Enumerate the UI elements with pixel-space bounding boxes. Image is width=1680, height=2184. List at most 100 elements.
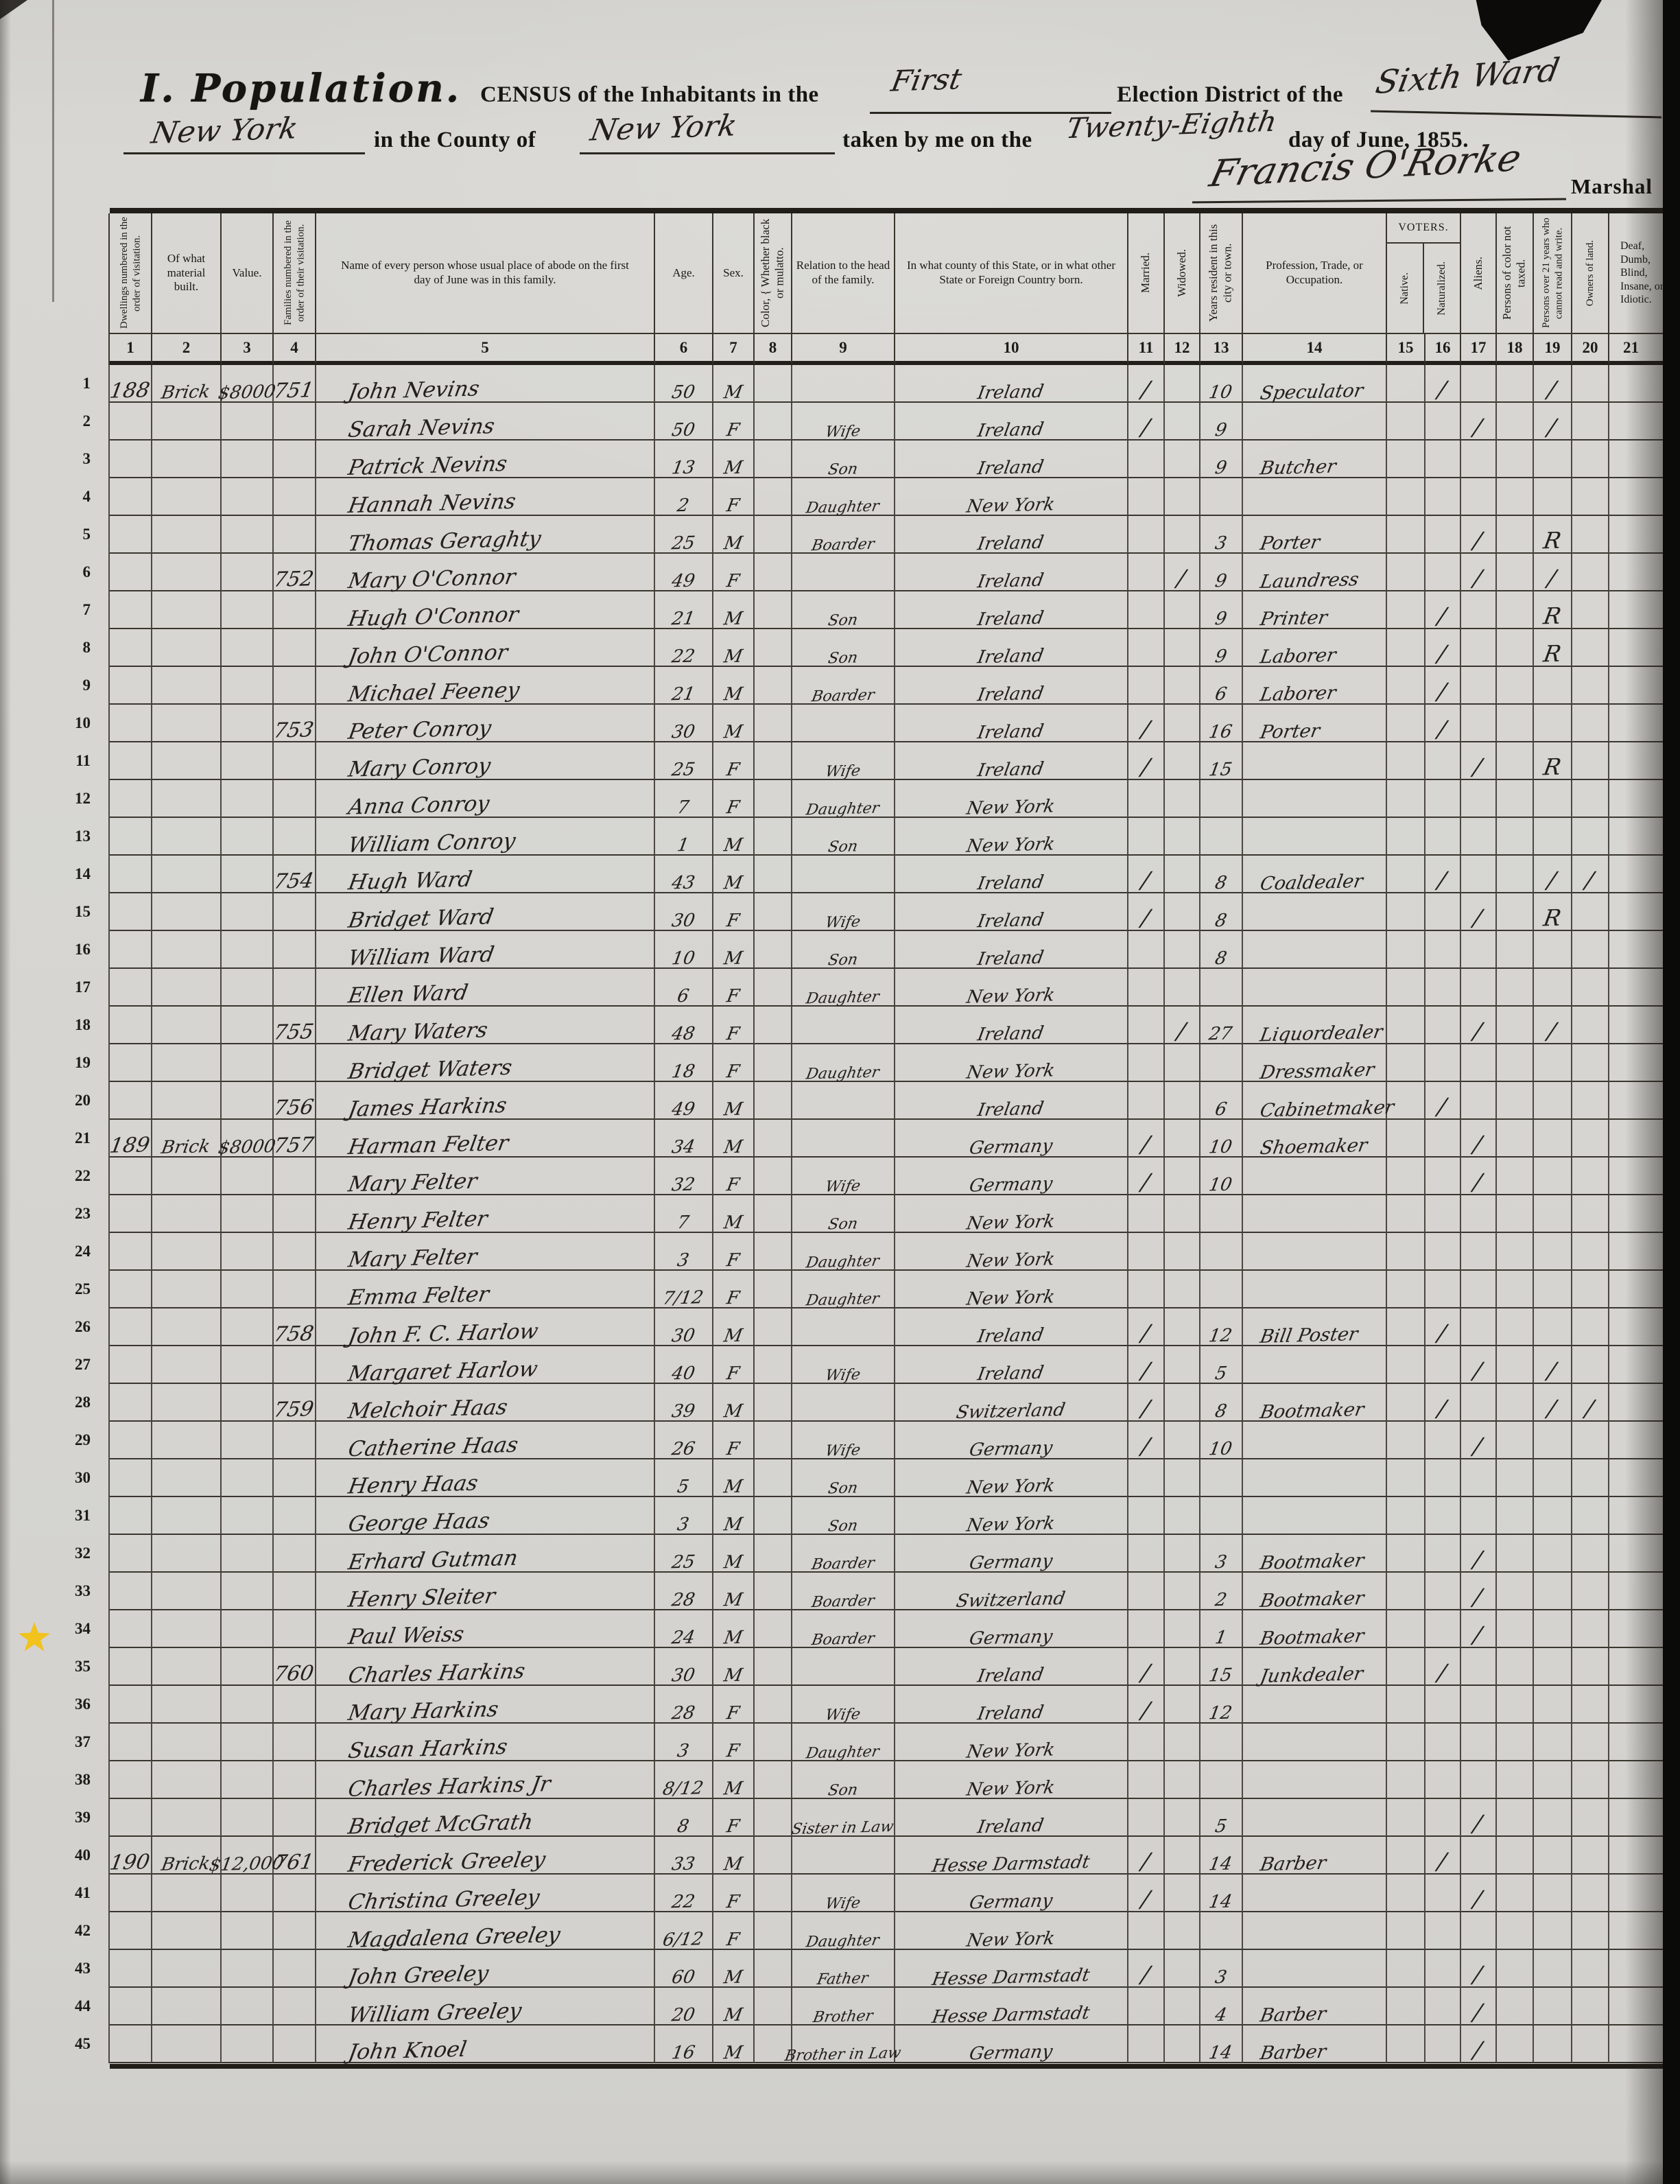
- handwritten-entry: Mary Harkins: [346, 1697, 501, 1726]
- cell-occupation: [1243, 1233, 1387, 1271]
- handwritten-entry: ∕: [1471, 1168, 1484, 1196]
- cell-married: [1128, 629, 1165, 667]
- handwritten-entry: 33: [670, 1853, 697, 1875]
- cell-material: [152, 667, 222, 705]
- line-number: 12: [58, 780, 110, 818]
- cell-relation: Daughter: [792, 1912, 895, 1951]
- cell-widowed: [1165, 667, 1200, 705]
- cell-owners-of-land: [1572, 931, 1609, 969]
- line-number: 36: [58, 1686, 110, 1724]
- cell-voters-native: [1387, 969, 1425, 1007]
- cell-aliens: ∕: [1461, 1799, 1497, 1837]
- cell-cannot-read-write: [1534, 1535, 1572, 1573]
- handwritten-entry: 12: [1207, 1325, 1234, 1347]
- handwritten-entry: 3: [676, 1249, 691, 1271]
- handwritten-entry: 6: [1213, 683, 1229, 705]
- cell-birthplace: Germany: [895, 2026, 1128, 2065]
- handwritten-entry: ∕: [1471, 2036, 1484, 2064]
- cell-family: [274, 931, 316, 969]
- handwritten-entry: ∕: [1546, 413, 1559, 441]
- cell-widowed: [1165, 1837, 1200, 1875]
- cell-voters-native: [1387, 1724, 1425, 1761]
- date-label: day of June, 1855.: [1288, 128, 1469, 152]
- column-number: 18: [1497, 334, 1534, 365]
- handwritten-entry: F: [724, 1249, 742, 1271]
- handwritten-entry: 755: [272, 1020, 316, 1045]
- cell-persons-of-color: [1497, 365, 1534, 403]
- handwritten-entry: 50: [670, 419, 697, 441]
- handwritten-entry: Bridget McGrath: [346, 1809, 535, 1840]
- cell-years-resident: 2: [1200, 1573, 1243, 1610]
- cell-years-resident: [1200, 780, 1243, 818]
- handwritten-entry: F: [724, 910, 742, 932]
- marshal-title: Marshal: [1571, 174, 1653, 198]
- cell-family: [274, 591, 316, 629]
- cell-material: [152, 1761, 222, 1799]
- column-header-5: Name of every person whose usual place o…: [316, 213, 655, 334]
- cell-married: ∕: [1128, 1346, 1165, 1384]
- column-number-margin: [58, 334, 110, 365]
- cell-age: 8: [655, 1799, 713, 1837]
- column-header-label: Persons over 21 years who cannot read an…: [1540, 218, 1564, 329]
- cell-voters-naturalized: [1425, 1799, 1461, 1837]
- column-header-18: Persons of color not taxed.: [1497, 213, 1534, 334]
- cell-age: 28: [655, 1573, 713, 1610]
- cell-birthplace: New York: [895, 1271, 1128, 1310]
- cell-dwelling: [110, 1271, 152, 1308]
- cell-voters-native: [1387, 1950, 1425, 1988]
- cell-family: [274, 667, 316, 705]
- column-number: 14: [1243, 334, 1387, 365]
- cell-married: ∕: [1128, 1422, 1165, 1459]
- cell-persons-of-color: [1497, 1573, 1534, 1610]
- handwritten-entry: ∕: [1139, 1960, 1152, 1988]
- handwritten-entry: 8: [676, 1816, 691, 1837]
- cell-sex: F: [713, 1912, 755, 1950]
- line-number: 28: [58, 1384, 110, 1422]
- page-edge-shadow: [1625, 0, 1663, 2184]
- cell-voters-native: [1387, 742, 1425, 780]
- cell-owners-of-land: [1572, 1422, 1609, 1459]
- cell-value: [222, 856, 274, 893]
- column-number: 8: [755, 334, 792, 365]
- cell-birthplace: Germany: [895, 1422, 1128, 1461]
- cell-relation: Son: [792, 629, 895, 668]
- column-header-label: Naturalized.: [1436, 261, 1448, 316]
- cell-sex: M: [713, 1384, 755, 1422]
- cell-value: $8000: [216, 365, 277, 403]
- cell-married: [1128, 1082, 1165, 1120]
- cell-birthplace: Hesse Darmstadt: [895, 1837, 1128, 1877]
- cell-relation: [792, 1648, 895, 1686]
- cell-relation: Father: [792, 1950, 895, 1988]
- cell-years-resident: 3: [1200, 1535, 1243, 1573]
- cell-voters-naturalized: [1425, 403, 1461, 441]
- cell-voters-naturalized: [1425, 1912, 1461, 1950]
- cell-married: [1128, 1497, 1165, 1535]
- cell-persons-of-color: [1497, 1799, 1534, 1837]
- handwritten-entry: 3: [1213, 532, 1229, 554]
- cell-birthplace: Ireland: [895, 554, 1128, 592]
- handwritten-entry: New York: [965, 985, 1057, 1008]
- cell-persons-of-color: [1497, 742, 1534, 780]
- cell-cannot-read-write: ∕: [1534, 856, 1572, 893]
- handwritten-entry: R: [1541, 639, 1563, 668]
- cell-years-resident: 1: [1200, 1610, 1243, 1648]
- handwritten-entry: New York: [965, 1475, 1057, 1499]
- cell-aliens: [1461, 1724, 1497, 1761]
- cell-widowed: [1165, 1346, 1200, 1384]
- cell-birthplace: New York: [895, 969, 1128, 1008]
- handwritten-entry: M: [722, 2042, 744, 2064]
- cell-sex: F: [713, 1686, 755, 1724]
- cell-family: [274, 1535, 316, 1573]
- cell-name: Mary Waters: [316, 1007, 655, 1046]
- column-header-label: Relation to the head of the family.: [796, 259, 890, 286]
- handwritten-entry: Peter Conroy: [346, 716, 493, 744]
- cell-relation: Son: [792, 1459, 895, 1498]
- cell-material: [152, 591, 222, 629]
- cell-dwelling: [110, 1912, 152, 1950]
- cell-occupation: [1243, 1912, 1387, 1950]
- handwritten-entry: Michael Feeney: [346, 677, 522, 707]
- cell-family: [274, 1195, 316, 1233]
- cell-name: Mary Harkins: [316, 1686, 655, 1726]
- cell-voters-naturalized: [1425, 2026, 1461, 2063]
- cell-voters-naturalized: [1425, 1271, 1461, 1308]
